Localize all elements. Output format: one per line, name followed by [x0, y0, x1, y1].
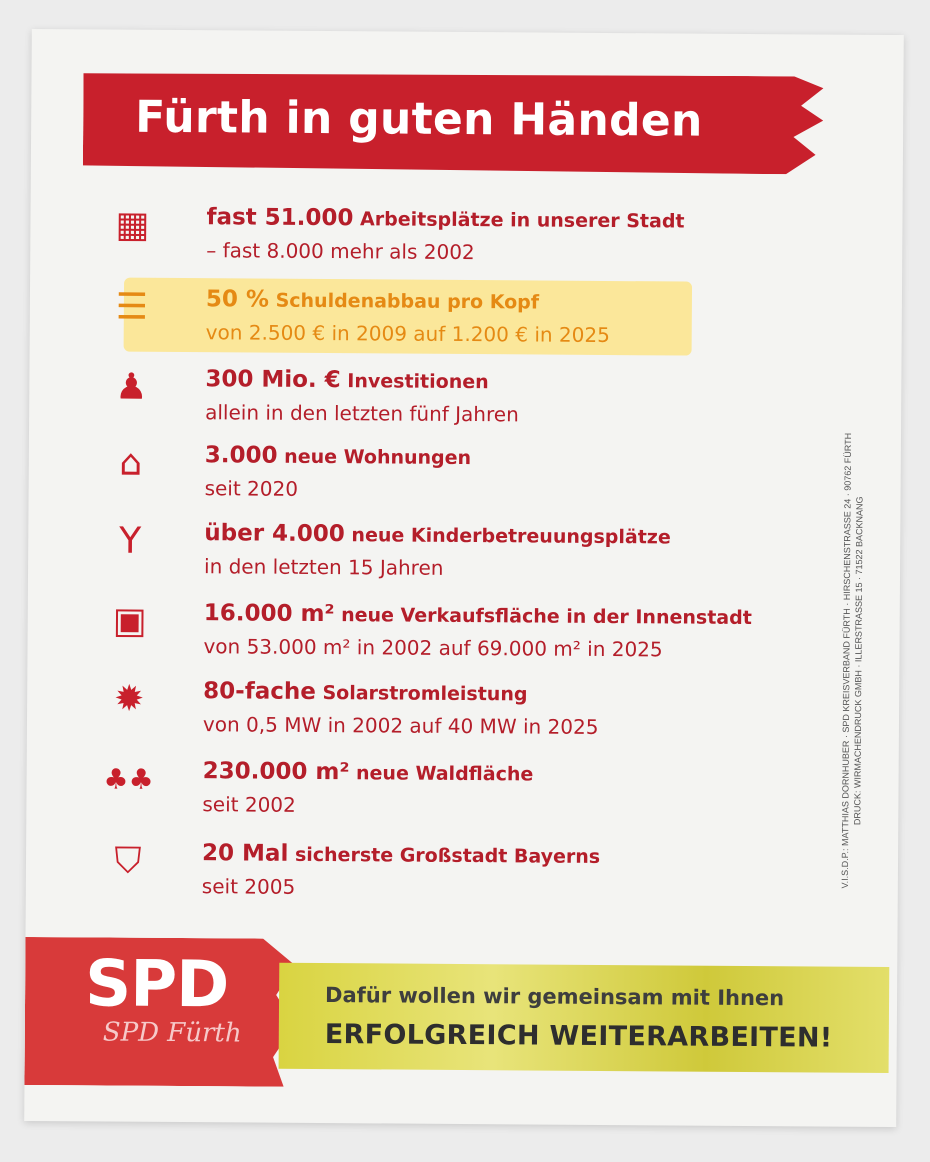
- item-value: 3.000: [204, 442, 278, 469]
- list-item: ♟ 300 Mio. € Investitionen allein in den…: [109, 362, 789, 437]
- list-item: ✹ 80-fache Solarstromleistung von 0,5 MW…: [107, 674, 787, 749]
- item-value: 20 Mal: [201, 840, 289, 867]
- item-value: 16.000 m²: [203, 600, 335, 628]
- flyer: Fürth in guten Händen ▦ fast 51.000 Arbe…: [24, 28, 904, 1128]
- item-label: Solarstromleistung: [315, 681, 528, 706]
- list-item: ☰ 50 % Schuldenabbau pro Kopf von 2.500 …: [110, 282, 790, 357]
- item-detail: allein in den letzten fünf Jahren: [205, 400, 519, 427]
- item-detail: in den letzten 15 Jahren: [203, 554, 444, 580]
- imprint: V.I.S.D.P.: MATTHIAS DORNHUBER · SPD KRE…: [834, 395, 865, 925]
- child-icon: Y: [119, 520, 142, 562]
- coin-stack-icon: ☰: [115, 286, 149, 328]
- item-label: neue Verkaufsfläche in der Innenstadt: [334, 604, 752, 630]
- list-item: ♣♣ 230.000 m² neue Waldfläche seit 2002: [103, 754, 786, 829]
- item-detail: seit 2002: [202, 792, 296, 817]
- item-label: neue Wohnungen: [277, 445, 472, 470]
- spd-logo-signature: SPD Fürth: [102, 1017, 242, 1049]
- footer-slogan: ERFOLGREICH WEITERARBEITEN!: [324, 1019, 833, 1054]
- house-heart-icon: ⌂: [119, 442, 143, 484]
- item-detail: seit 2020: [204, 476, 299, 501]
- sun-icon: ✹: [113, 678, 145, 720]
- item-label: Arbeitsplätze in unserer Stadt: [353, 208, 685, 233]
- item-label: Schuldenabbau pro Kopf: [268, 289, 540, 314]
- item-detail: von 2.500 € in 2009 auf 1.200 € in 2025: [205, 320, 610, 348]
- list-item: Y über 4.000 neue Kinderbetreuungsplätze…: [108, 516, 788, 591]
- item-detail: von 0,5 MW in 2002 auf 40 MW in 2025: [202, 712, 599, 739]
- list-item: ⌂ 3.000 neue Wohnungen seit 2020: [108, 438, 788, 513]
- shield-check-icon: ⛉: [114, 840, 142, 882]
- list-item: ▦ fast 51.000 Arbeitsplätze in unserer S…: [110, 200, 790, 275]
- item-label: neue Waldfläche: [349, 762, 534, 786]
- item-label: sicherste Großstadt Bayerns: [288, 843, 601, 868]
- item-label: Investitionen: [340, 370, 489, 394]
- construction-worker-icon: ♟: [115, 366, 148, 408]
- item-value: über 4.000: [204, 520, 345, 548]
- item-detail: seit 2005: [201, 874, 296, 899]
- item-value: fast 51.000: [206, 204, 354, 232]
- item-value: 230.000 m²: [202, 758, 350, 786]
- spd-logo: SPD: [84, 947, 229, 1023]
- list-item: ▣ 16.000 m² neue Verkaufsfläche in der I…: [107, 596, 787, 671]
- flyer-title: Fürth in guten Händen: [135, 91, 703, 147]
- item-label: neue Kinderbetreuungsplätze: [344, 524, 671, 549]
- item-value: 300 Mio. €: [205, 366, 341, 394]
- shopping-bags-icon: ▣: [112, 600, 147, 642]
- trees-icon: ♣♣: [103, 762, 154, 796]
- list-item: ⛉ 20 Mal sicherste Großstadt Bayerns sei…: [106, 836, 786, 911]
- office-building-icon: ▦: [115, 204, 150, 246]
- item-detail: von 53.000 m² in 2002 auf 69.000 m² in 2…: [203, 634, 663, 662]
- footer-tagline: Dafür wollen wir gemeinsam mit Ihnen: [325, 983, 785, 1011]
- item-value: 80-fache: [203, 678, 316, 705]
- item-value: 50 %: [205, 286, 270, 313]
- item-detail: – fast 8.000 mehr als 2002: [206, 238, 475, 265]
- footer-banner: [278, 962, 890, 1073]
